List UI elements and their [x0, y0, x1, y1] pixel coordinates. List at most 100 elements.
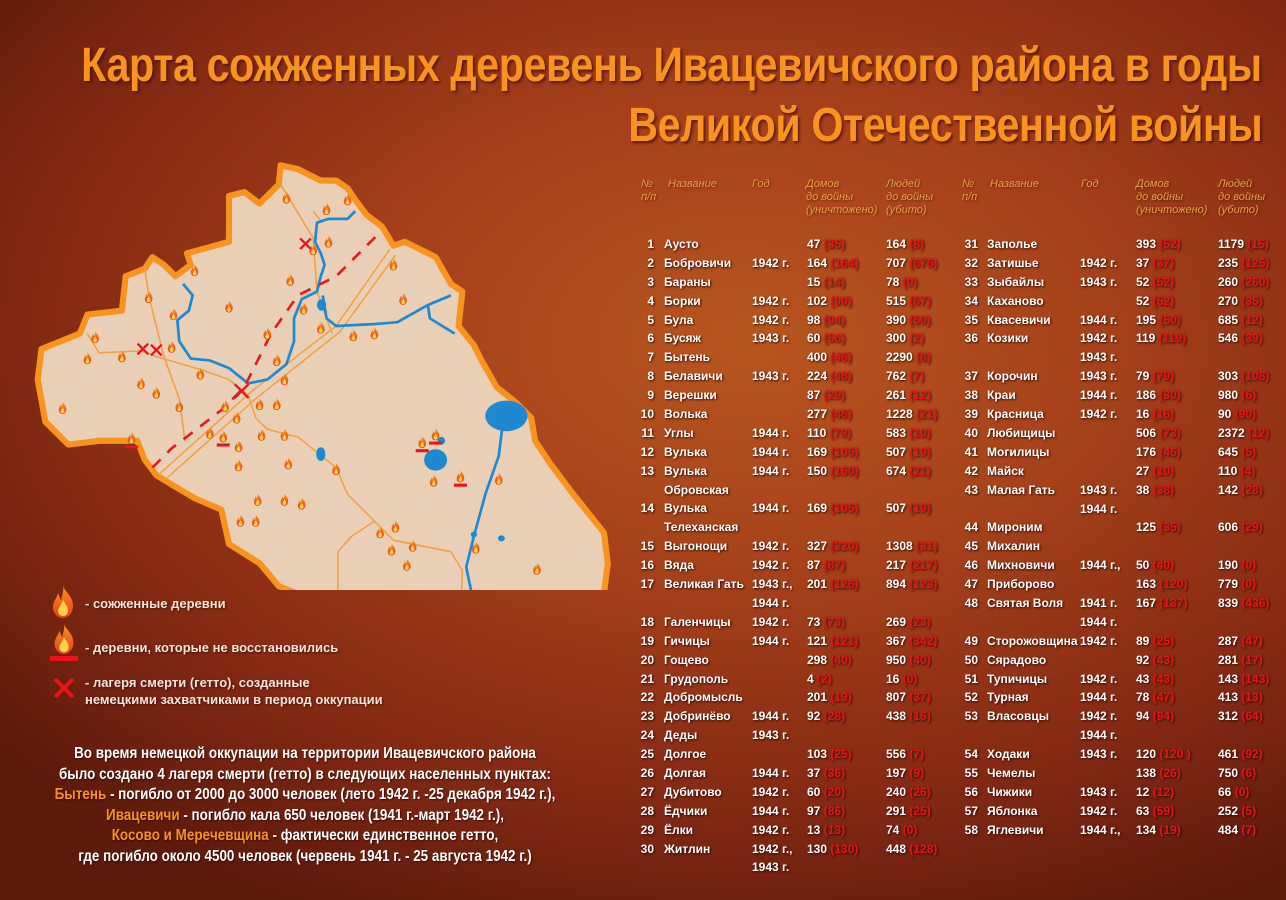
village-name: Затишье — [987, 255, 1039, 270]
people-before-war: 1179 — [1218, 237, 1245, 251]
burn-year: 1942 г. — [752, 255, 790, 270]
village-name: Деды — [664, 728, 698, 743]
burn-year: 1944 г. — [1080, 690, 1118, 705]
village-name: Житлин — [664, 841, 711, 856]
burn-year: 1942 г. — [1080, 803, 1118, 818]
houses-destroyed: 20 — [827, 784, 842, 799]
village-name: Бобровичи — [664, 255, 732, 270]
people-before-war: 269 — [886, 614, 907, 629]
houses-before-war: 60 — [807, 331, 821, 346]
houses-destroyed: 19 — [1163, 822, 1177, 837]
people-cell: 2290 (8) — [886, 350, 931, 365]
houses-before-war: 13 — [807, 822, 821, 837]
houses-destroyed: 59 — [1156, 803, 1171, 818]
people-cell: 303 (108) — [1218, 369, 1270, 384]
burn-year: 1943 г. — [752, 331, 790, 346]
table-row: 32 Затишье 1942 г. 37 (37) 235 (125) — [955, 254, 1286, 273]
houses-before-war: 119 — [1136, 331, 1156, 346]
village-name: Майск — [987, 463, 1024, 478]
people-cell: 606 (29) — [1218, 520, 1263, 535]
houses-cell: 186 (30) — [1136, 388, 1181, 403]
row-number: 2 — [647, 255, 654, 270]
houses-before-war: 50 — [1136, 558, 1150, 573]
people-killed: 16 — [913, 709, 927, 724]
row-number: 36 — [964, 331, 978, 346]
table-row: 48 Святая Воля 1941 г. 1944 г. 167 (137) 839… — [955, 594, 1286, 632]
houses-before-war: 37 — [807, 765, 821, 780]
people-before-war: 281 — [1218, 652, 1239, 667]
people-cell: 190 (0) — [1218, 558, 1257, 573]
people-killed: 123 — [913, 577, 934, 592]
not-restored-bar — [216, 443, 230, 447]
people-cell: 78 (0) — [886, 274, 918, 289]
people-killed: 6 — [1245, 766, 1253, 780]
header-houses-left: Домов до войны (уничтожено) — [806, 178, 878, 216]
table-row: 30 Житлин 1942 г., 1943 г. 130 (130) 448 (12… — [635, 840, 955, 878]
header-num-right: № п/п — [962, 178, 978, 203]
houses-destroyed: 25 — [1156, 633, 1171, 648]
village-name: Заполье — [987, 237, 1038, 251]
houses-cell: 201 (19) — [807, 690, 852, 705]
people-killed: 13 — [1245, 690, 1259, 705]
village-name: Була — [664, 312, 694, 327]
village-name: Грудополь — [664, 671, 729, 686]
table-row: 55 Чемелы 138 (26) 750 (6) — [955, 764, 1286, 783]
burn-year: 1944 г. — [752, 803, 790, 818]
people-before-war: 779 — [1218, 577, 1239, 592]
people-before-war: 707 — [886, 255, 907, 270]
people-cell: 980 (6) — [1218, 388, 1257, 403]
not-restored-bar — [429, 441, 443, 445]
people-before-war: 300 — [886, 331, 907, 346]
people-killed: 35 — [1245, 293, 1259, 308]
people-cell: 270 (35) — [1218, 293, 1263, 308]
burn-year: 1942 г. 1943 г. — [1080, 331, 1118, 365]
row-number: 43 — [964, 482, 978, 497]
burn-year: 1942 г. — [1080, 407, 1118, 422]
row-number: 16 — [640, 558, 654, 573]
village-name: Вулька — [664, 444, 707, 459]
houses-cell: 277 (46) — [807, 407, 852, 422]
village-name: Могилицы — [987, 444, 1050, 459]
burn-year: 1942 г. — [752, 293, 790, 308]
district-boundary — [34, 162, 611, 590]
people-killed: 12 — [1245, 312, 1259, 327]
row-number: 37 — [964, 369, 978, 384]
table-row: 14 Вулька Телеханская 1944 г. 169 (105) 507 … — [635, 499, 955, 537]
people-before-war: 413 — [1218, 690, 1239, 705]
table-row: 16 Вяда 1942 г. 87 (87) 217 (217) — [635, 556, 955, 575]
houses-cell: 298 (40) — [807, 652, 852, 667]
people-killed: 10 — [913, 425, 927, 440]
village-name: Красница — [987, 407, 1044, 422]
people-before-war: 78 — [886, 274, 900, 289]
row-number: 55 — [964, 766, 978, 780]
people-cell: 143 (143) — [1218, 671, 1270, 686]
header-people-right: Людей до войны (убито) — [1218, 178, 1266, 216]
people-before-war: 507 — [886, 444, 907, 459]
title-line-1: Карта сожженных деревень Ивацевичского р… — [81, 39, 1262, 92]
village-name: Турная — [987, 690, 1029, 705]
people-cell: 240 (26) — [886, 784, 931, 799]
people-before-war: 546 — [1218, 331, 1239, 346]
houses-before-war: 79 — [1136, 369, 1150, 384]
village-name: Корочин — [987, 369, 1038, 384]
houses-cell: 169 (105) — [807, 444, 859, 459]
people-before-war: 142 — [1218, 482, 1239, 497]
table-row: 54 Ходаки 1943 г. 120 (120 ) 461 (92) — [955, 745, 1286, 764]
note-line-1: Во время немецкой оккупации на территори… — [74, 745, 536, 762]
table-row: 53 Власовцы 1942 г. 1944 г. 94 (94) 312 (64) — [955, 707, 1286, 745]
people-before-war: 90 — [1218, 407, 1232, 422]
houses-before-war: 73 — [807, 614, 821, 629]
village-name: Святая Воля — [987, 595, 1064, 610]
village-name: Ёлки — [664, 822, 694, 837]
village-name: Сторожовщина — [987, 633, 1078, 648]
header-houses-right: Домов до войны (уничтожено) — [1136, 178, 1208, 216]
houses-destroyed: 79 — [833, 425, 848, 440]
houses-cell: 63 (59) — [1136, 803, 1175, 818]
table-row: 58 Яглевичи 1944 г., 134 (19) 484 (7) — [955, 821, 1286, 840]
houses-destroyed: 121 — [834, 633, 855, 648]
houses-before-war: 103 — [807, 747, 828, 762]
houses-before-war: 163 — [1136, 577, 1157, 592]
people-before-war: 2290 — [886, 350, 913, 365]
people-killed: 39 — [1245, 331, 1259, 346]
table-row: 37 Корочин 1943 г. 79 (79) 303 (108) — [955, 367, 1286, 386]
